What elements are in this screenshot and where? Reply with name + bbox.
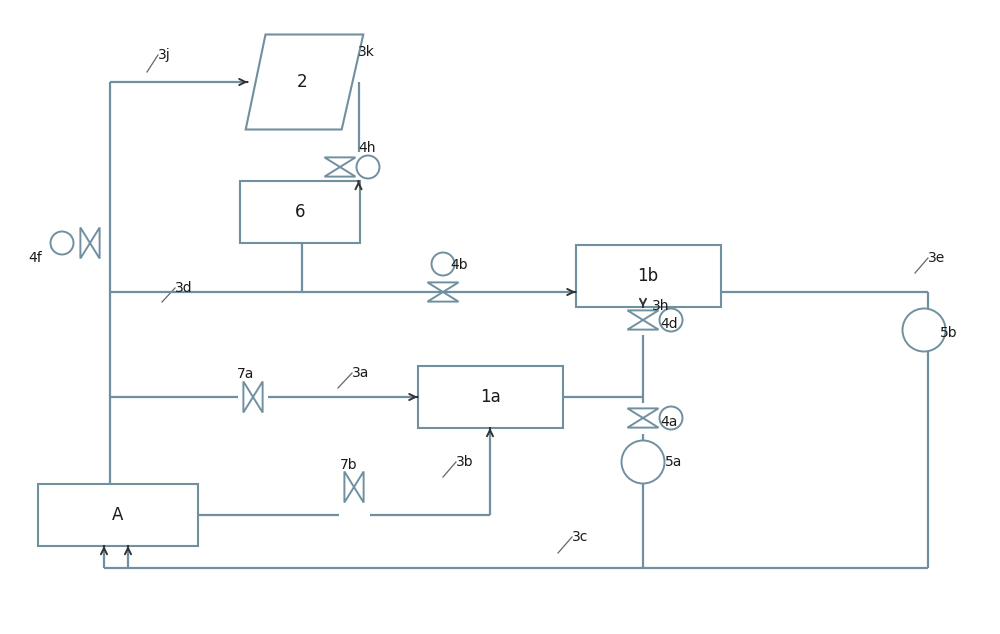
Text: 4d: 4d: [660, 317, 678, 331]
Polygon shape: [354, 472, 364, 503]
Polygon shape: [324, 167, 356, 177]
Text: 3k: 3k: [358, 45, 375, 59]
Text: 3a: 3a: [352, 366, 369, 380]
Polygon shape: [253, 382, 263, 413]
Text: 4a: 4a: [660, 415, 677, 429]
Text: 4h: 4h: [358, 141, 376, 155]
Polygon shape: [628, 320, 658, 330]
Polygon shape: [344, 472, 354, 503]
Text: 3c: 3c: [572, 530, 588, 544]
Polygon shape: [628, 311, 658, 320]
Polygon shape: [90, 228, 100, 259]
Circle shape: [432, 252, 454, 276]
Circle shape: [50, 231, 74, 254]
Polygon shape: [628, 418, 658, 427]
Text: 7b: 7b: [340, 458, 358, 472]
Polygon shape: [243, 382, 253, 413]
Polygon shape: [427, 292, 458, 302]
Circle shape: [622, 441, 664, 484]
Polygon shape: [427, 282, 458, 292]
Circle shape: [660, 309, 682, 332]
Bar: [240, 181, 360, 243]
Text: 4f: 4f: [28, 251, 42, 265]
Text: 7a: 7a: [237, 367, 254, 381]
Text: 5a: 5a: [665, 455, 682, 469]
Bar: [38, 484, 198, 546]
Text: 6: 6: [295, 203, 305, 221]
Bar: [576, 245, 721, 307]
Text: 3j: 3j: [158, 48, 171, 62]
Text: 3e: 3e: [928, 251, 945, 265]
Polygon shape: [324, 157, 356, 167]
Text: 2: 2: [296, 73, 307, 91]
Bar: [418, 366, 563, 428]
Text: 3d: 3d: [175, 281, 193, 295]
Circle shape: [660, 406, 682, 429]
Text: 3h: 3h: [652, 299, 670, 313]
Polygon shape: [628, 408, 658, 418]
Text: A: A: [112, 506, 124, 524]
Polygon shape: [80, 228, 90, 259]
Text: 4b: 4b: [450, 258, 468, 272]
Text: 1b: 1b: [637, 267, 659, 285]
Text: 3b: 3b: [456, 455, 474, 469]
Text: 5b: 5b: [940, 326, 958, 340]
Polygon shape: [246, 34, 363, 129]
Text: 1a: 1a: [480, 388, 500, 406]
Circle shape: [356, 155, 380, 179]
Circle shape: [902, 309, 946, 351]
